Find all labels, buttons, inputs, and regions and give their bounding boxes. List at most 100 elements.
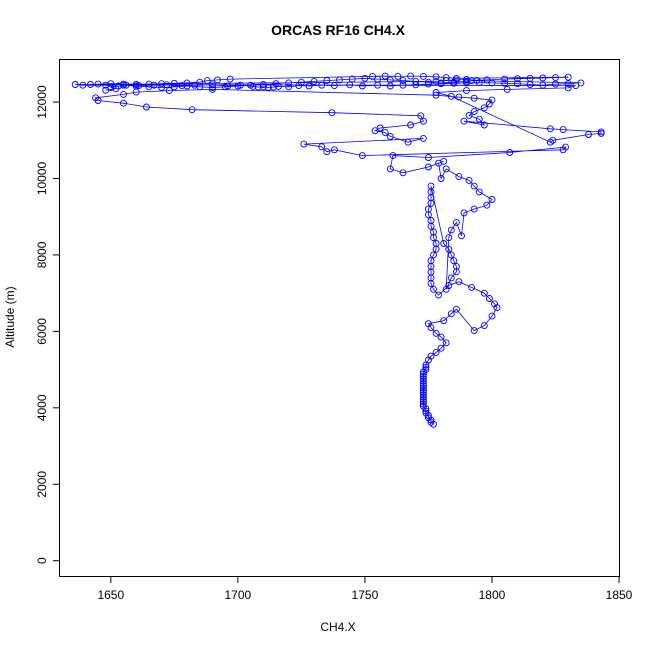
data-point bbox=[87, 81, 94, 88]
data-point bbox=[264, 84, 272, 91]
data-point bbox=[430, 228, 437, 236]
data-point bbox=[170, 83, 178, 91]
data-point bbox=[120, 99, 127, 107]
data-point bbox=[503, 85, 511, 93]
data-point bbox=[285, 79, 293, 87]
data-point bbox=[170, 79, 178, 87]
data-point bbox=[158, 84, 166, 91]
data-point bbox=[417, 112, 425, 120]
data-point bbox=[203, 77, 211, 85]
data-point bbox=[432, 89, 440, 96]
data-point bbox=[539, 81, 547, 89]
data-point bbox=[455, 278, 463, 286]
data-point bbox=[92, 94, 100, 102]
data-point bbox=[447, 92, 455, 100]
data-point bbox=[442, 339, 450, 347]
data-point bbox=[546, 125, 554, 133]
data-point bbox=[559, 126, 567, 134]
data-point bbox=[424, 78, 432, 86]
data-point bbox=[564, 73, 572, 81]
data-point bbox=[440, 240, 448, 247]
data-point bbox=[442, 285, 450, 293]
data-point bbox=[381, 129, 389, 137]
data-point bbox=[348, 75, 356, 83]
y-tick-label: 0 bbox=[35, 557, 49, 564]
y-tick-label: 12000 bbox=[35, 85, 49, 119]
data-point bbox=[328, 109, 336, 117]
data-point bbox=[432, 91, 440, 99]
series-lines bbox=[75, 75, 602, 425]
data-point bbox=[247, 81, 255, 89]
data-point bbox=[475, 188, 483, 196]
x-tick-label: 1650 bbox=[97, 588, 124, 602]
data-point bbox=[183, 82, 191, 90]
data-point bbox=[455, 93, 463, 101]
data-point bbox=[442, 165, 450, 173]
data-point bbox=[430, 285, 437, 293]
data-point bbox=[297, 78, 305, 86]
data-point bbox=[221, 83, 229, 91]
data-point bbox=[419, 375, 427, 383]
data-point bbox=[460, 117, 468, 125]
data-point bbox=[259, 81, 267, 88]
data-point bbox=[480, 289, 488, 297]
data-point bbox=[447, 251, 455, 259]
y-axis: 0 2000 4000 6000 8000 10000 12000 bbox=[35, 85, 60, 564]
data-point bbox=[318, 81, 326, 89]
y-tick-label: 10000 bbox=[35, 161, 49, 195]
data-point bbox=[432, 77, 440, 85]
x-tick-label: 1850 bbox=[606, 588, 633, 602]
data-point bbox=[310, 77, 318, 85]
y-tick-label: 2000 bbox=[35, 471, 49, 498]
data-point bbox=[526, 74, 534, 82]
data-point bbox=[259, 83, 267, 91]
data-point bbox=[132, 82, 140, 90]
data-point bbox=[483, 76, 491, 84]
data-point bbox=[419, 400, 427, 408]
data-point bbox=[437, 175, 445, 182]
data-point bbox=[407, 72, 415, 80]
data-point bbox=[318, 143, 326, 151]
data-point bbox=[323, 148, 331, 156]
data-point bbox=[427, 257, 435, 265]
data-point bbox=[577, 79, 585, 87]
data-point bbox=[419, 382, 427, 390]
x-tick-label: 1750 bbox=[352, 588, 379, 602]
data-point bbox=[404, 138, 412, 146]
data-point bbox=[437, 79, 445, 87]
data-point bbox=[442, 74, 450, 82]
data-point bbox=[234, 82, 242, 90]
data-point bbox=[424, 205, 432, 213]
data-point bbox=[424, 154, 432, 161]
data-point bbox=[94, 80, 102, 88]
data-point bbox=[450, 257, 458, 265]
data-point bbox=[480, 104, 488, 112]
data-point bbox=[488, 79, 496, 87]
data-point bbox=[501, 75, 509, 83]
data-point bbox=[452, 218, 460, 226]
plot-frame bbox=[59, 59, 620, 577]
data-point bbox=[150, 81, 158, 89]
x-axis: 1650 1700 1750 1800 1850 bbox=[97, 576, 633, 602]
data-point bbox=[473, 76, 481, 84]
data-point bbox=[435, 291, 443, 299]
data-point bbox=[389, 152, 397, 160]
data-point bbox=[226, 75, 234, 83]
data-point bbox=[386, 165, 394, 173]
data-point bbox=[394, 72, 402, 80]
data-point bbox=[468, 77, 476, 85]
data-point bbox=[485, 295, 493, 302]
data-point bbox=[142, 103, 150, 111]
data-point bbox=[463, 76, 470, 83]
data-point bbox=[145, 83, 153, 91]
data-point bbox=[188, 106, 196, 114]
data-point bbox=[386, 132, 394, 140]
data-point bbox=[427, 217, 435, 224]
data-point bbox=[463, 87, 470, 95]
data-point bbox=[386, 76, 394, 84]
data-point bbox=[475, 115, 483, 123]
data-point bbox=[419, 377, 427, 385]
data-point bbox=[427, 352, 435, 360]
data-point bbox=[305, 82, 313, 90]
data-point bbox=[407, 121, 415, 129]
